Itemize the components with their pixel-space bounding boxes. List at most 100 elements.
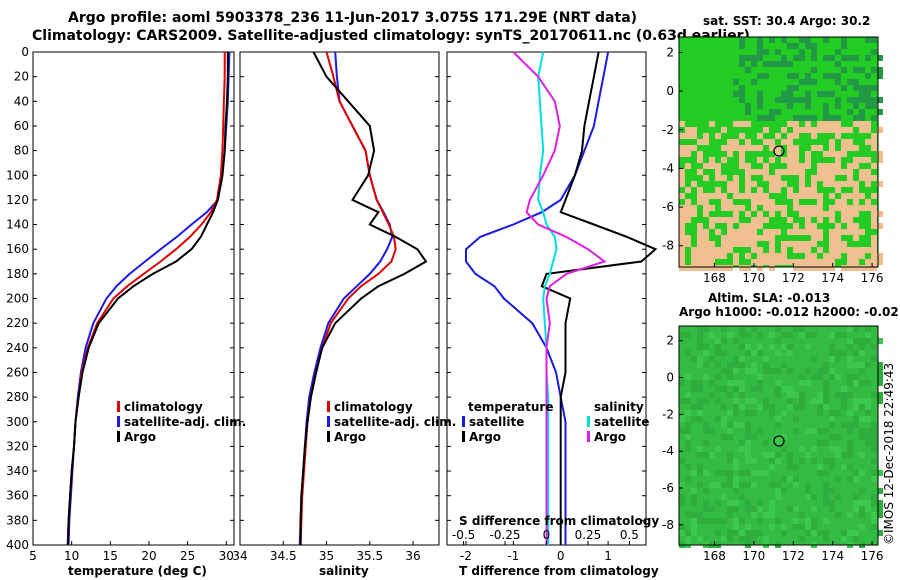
sla-map-cell <box>853 536 859 542</box>
sla-map-cell <box>787 398 793 404</box>
sla-map-cell <box>853 422 859 428</box>
sla-map-cell <box>829 500 835 506</box>
sla-map-cell <box>739 470 745 476</box>
sst-map-cell <box>745 67 751 73</box>
sst-map-cell <box>829 145 835 151</box>
sst-map-cell <box>751 205 757 211</box>
sst-map-cell <box>871 265 877 271</box>
sst-map-cell <box>679 133 685 139</box>
temperature-tick-label: 25 <box>180 549 195 563</box>
sla-map-cell <box>781 530 787 536</box>
sla-map-cell <box>799 512 805 518</box>
sla-map-cell <box>781 434 787 440</box>
sla-map-cell <box>877 398 883 404</box>
sst-map-cell <box>817 247 823 253</box>
sla-map-cell <box>727 476 733 482</box>
sst-map-cell <box>841 67 847 73</box>
sla-map-cell <box>805 428 811 434</box>
sst-map-cell <box>679 241 685 247</box>
sst-map-cell <box>841 145 847 151</box>
sla-map-cell <box>721 416 727 422</box>
sla-map-cell <box>757 380 763 386</box>
sst-map-cell <box>805 37 811 43</box>
sst-map-cell <box>685 187 691 193</box>
sla-map-cell <box>823 482 829 488</box>
sst-map-cell <box>721 205 727 211</box>
sst-map-cell <box>745 229 751 235</box>
sla-map-cell <box>811 506 817 512</box>
sla-map-cell <box>703 506 709 512</box>
sst-map-cell <box>733 217 739 223</box>
sla-map-cell <box>697 482 703 488</box>
sst-map-cell <box>871 205 877 211</box>
sla-map-cell <box>847 530 853 536</box>
sla-map-cell <box>739 530 745 536</box>
sst-map-cell <box>697 265 703 271</box>
sst-map-cell <box>697 157 703 163</box>
sst-map-cell <box>757 235 763 241</box>
salinity-argo-line <box>299 51 428 545</box>
sst-map-cell <box>679 145 685 151</box>
sla-map-cell <box>769 464 775 470</box>
sst-map-cell <box>787 145 793 151</box>
sla-map-cell <box>847 452 853 458</box>
sst-map-cell <box>739 229 745 235</box>
sla-map-cell <box>841 398 847 404</box>
sla-map-cell <box>775 482 781 488</box>
sla-map-cell <box>829 356 835 362</box>
sla-map-cell <box>697 416 703 422</box>
sst-map-cell <box>853 163 859 169</box>
sst-map-cell <box>697 259 703 265</box>
sst-map-cell <box>805 79 811 85</box>
sst-map-cell <box>745 103 751 109</box>
sst-map-cell <box>853 223 859 229</box>
sst-map-cell <box>859 169 865 175</box>
sla-map-cell <box>685 464 691 470</box>
sst-map-cell <box>757 133 763 139</box>
sla-map-cell <box>679 332 685 338</box>
sst-map-cell <box>847 127 853 133</box>
sla-map-cell <box>865 326 871 332</box>
sla-map-cell <box>739 392 745 398</box>
sst-map-cell <box>685 199 691 205</box>
sst-map-cell <box>757 49 763 55</box>
sst-map-cell <box>799 247 805 253</box>
sla-map-cell <box>793 404 799 410</box>
sla-map-cell <box>853 374 859 380</box>
longitude-tick-label: 176 <box>861 271 884 285</box>
sst-map-cell <box>811 223 817 229</box>
sla-map-cell <box>859 416 865 422</box>
sla-map-cell <box>739 536 745 542</box>
sst-map-cell <box>805 91 811 97</box>
sla-map-cell <box>769 482 775 488</box>
sst-map-cell <box>781 37 787 43</box>
sst-map-cell <box>733 139 739 145</box>
sla-map-cell <box>721 536 727 542</box>
sla-map-cell <box>877 512 883 518</box>
sst-map-cell <box>859 229 865 235</box>
sst-map-cell <box>781 169 787 175</box>
sla-map-cell <box>841 404 847 410</box>
sst-map-cell <box>859 127 865 133</box>
sst-map-cell <box>679 223 685 229</box>
sla-map-cell <box>835 452 841 458</box>
sla-map-cell <box>733 476 739 482</box>
sst-map-cell <box>817 145 823 151</box>
sst-map-cell <box>679 175 685 181</box>
sla-map-cell <box>697 344 703 350</box>
sst-map-cell <box>823 181 829 187</box>
sla-map-cell <box>709 506 715 512</box>
sst-map-cell <box>835 49 841 55</box>
sst-map-cell <box>697 229 703 235</box>
sst-map-cell <box>745 223 751 229</box>
sla-map-cell <box>781 524 787 530</box>
sla-map-cell <box>709 392 715 398</box>
sst-map-cell <box>823 253 829 259</box>
legend-label-satellite: satellite-adj. clim. <box>334 415 456 429</box>
sla-map-cell <box>733 338 739 344</box>
sla-map-cell <box>817 428 823 434</box>
sla-map-cell <box>691 518 697 524</box>
sst-map-cell <box>829 127 835 133</box>
